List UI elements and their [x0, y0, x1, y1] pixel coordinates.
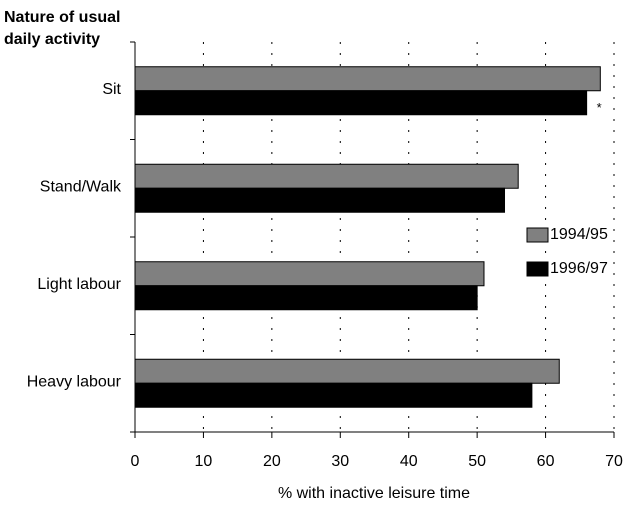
x-tick-label: 40 — [400, 453, 418, 470]
bar — [134, 261, 485, 287]
x-tick-label: 70 — [605, 453, 623, 470]
y-axis-label: Nature of usual — [4, 9, 120, 26]
bar — [134, 187, 506, 213]
y-tick-label: Sit — [102, 81, 121, 98]
x-tick-label: 50 — [468, 453, 486, 470]
bar — [134, 285, 478, 311]
x-tick-label: 20 — [263, 453, 281, 470]
legend-swatch — [526, 227, 549, 243]
x-tick-label: 60 — [537, 453, 555, 470]
bar — [134, 358, 560, 384]
annotation: * — [597, 100, 602, 115]
y-axis-label: daily activity — [4, 31, 100, 48]
legend-label: 1994/95 — [550, 226, 608, 243]
bar — [134, 90, 588, 116]
bar — [134, 382, 533, 408]
x-tick-label: 10 — [195, 453, 213, 470]
bar — [134, 163, 519, 189]
x-axis-label: % with inactive leisure time — [278, 485, 470, 502]
y-tick-label: Stand/Walk — [40, 178, 122, 195]
y-tick-label: Heavy labour — [27, 373, 122, 390]
x-tick-label: 0 — [131, 453, 140, 470]
legend-label: 1996/97 — [550, 260, 608, 277]
bar — [134, 66, 601, 92]
legend-swatch — [526, 261, 549, 277]
y-tick-label: Light labour — [37, 276, 121, 293]
x-tick-label: 30 — [331, 453, 349, 470]
